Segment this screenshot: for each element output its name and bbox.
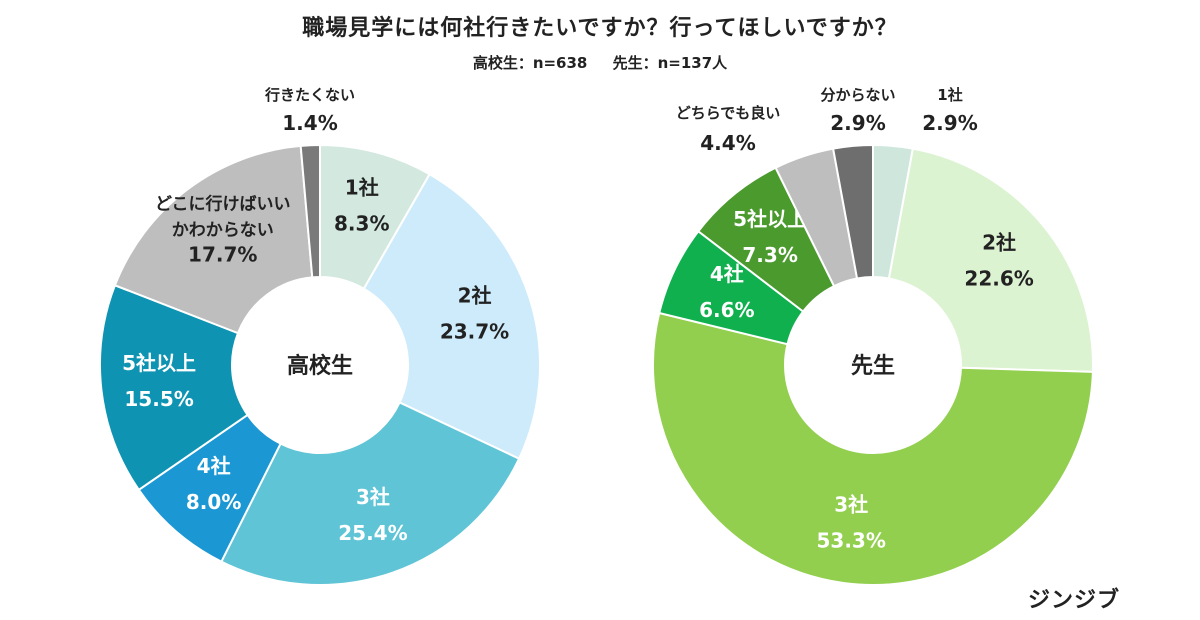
slice-value-label-2-1: 2.9% [922,111,977,135]
slice-value-label-2-6: 4.4% [700,131,755,155]
slice-category-label-1-5: 5社以上 [122,351,196,375]
donut-slice-2-7 [831,143,874,280]
slice-category-label-1-6-line1: どこに行けばいい [155,193,291,214]
chart-subtitle: 高校生：n=638 先生：n=137人 [0,52,1200,73]
donut-chart-2: 1社 2.9% 2社 22.6% 3社 53.3% 4社 6.6% 5社以上 7.3% どちらでも良… [652,86,1094,586]
teachers-sample-size: 先生：n=137人 [612,54,728,72]
donut-center-label-1: 高校生 [287,353,353,379]
slice-category-label-2-4: 4社 [710,262,744,286]
slice-value-label-1-3: 25.4% [338,521,407,545]
slice-value-label-1-5: 15.5% [124,387,193,411]
slice-category-label-1-1: 1社 [345,175,379,199]
slice-category-label-2-3: 3社 [834,493,868,517]
slice-category-label-1-2: 2社 [458,283,492,307]
slice-value-label-2-3: 53.3% [816,529,885,553]
donut-center-label-2: 先生 [851,354,895,379]
slice-value-label-2-5: 7.3% [742,243,797,267]
donut-slice-2-3 [652,311,1094,586]
slice-category-label-1-4: 4社 [197,454,231,478]
donut-slice-2-2 [887,147,1094,373]
slice-category-label-2-6: どちらでも良い [676,104,781,122]
donut-slice-1-3 [220,401,521,586]
donut-slice-1-6 [113,144,314,335]
slice-value-label-2-7: 2.9% [830,111,885,135]
slice-category-label-2-1: 1社 [937,86,962,104]
donut-slice-1-5 [99,284,249,492]
donut-slice-1-7 [299,143,321,279]
donut-chart-1: 1社 8.3% 2社 23.7% 3社 25.4% 4社 8.0% 5社以上 15.5% どこに行け… [99,86,541,586]
slice-value-label-1-7: 1.4% [282,111,337,135]
slice-value-label-2-4: 6.6% [699,298,754,322]
chart-title: 職場見学には何社行きたいですか？行ってほしいですか？ [302,16,898,41]
slice-value-label-1-2: 23.7% [440,319,509,343]
slice-category-label-1-3: 3社 [356,485,390,509]
slice-category-label-1-6-line2: かわからない [172,220,274,240]
slice-category-label-2-7: 分からない [820,86,895,104]
brand-logo-text: ジンジブ [1027,588,1120,613]
slice-category-label-1-7: 行きたくない [264,86,355,104]
slice-value-label-1-6: 17.7% [188,242,257,266]
slice-value-label-2-2: 22.6% [964,266,1033,290]
donut-slice-1-2 [362,172,541,461]
slice-value-label-1-1: 8.3% [334,211,389,235]
slice-value-label-1-4: 8.0% [186,490,241,514]
slice-category-label-2-2: 2社 [982,230,1016,254]
students-sample-size: 高校生：n=638 [472,54,588,72]
slice-category-label-2-5: 5社以上 [733,207,807,231]
